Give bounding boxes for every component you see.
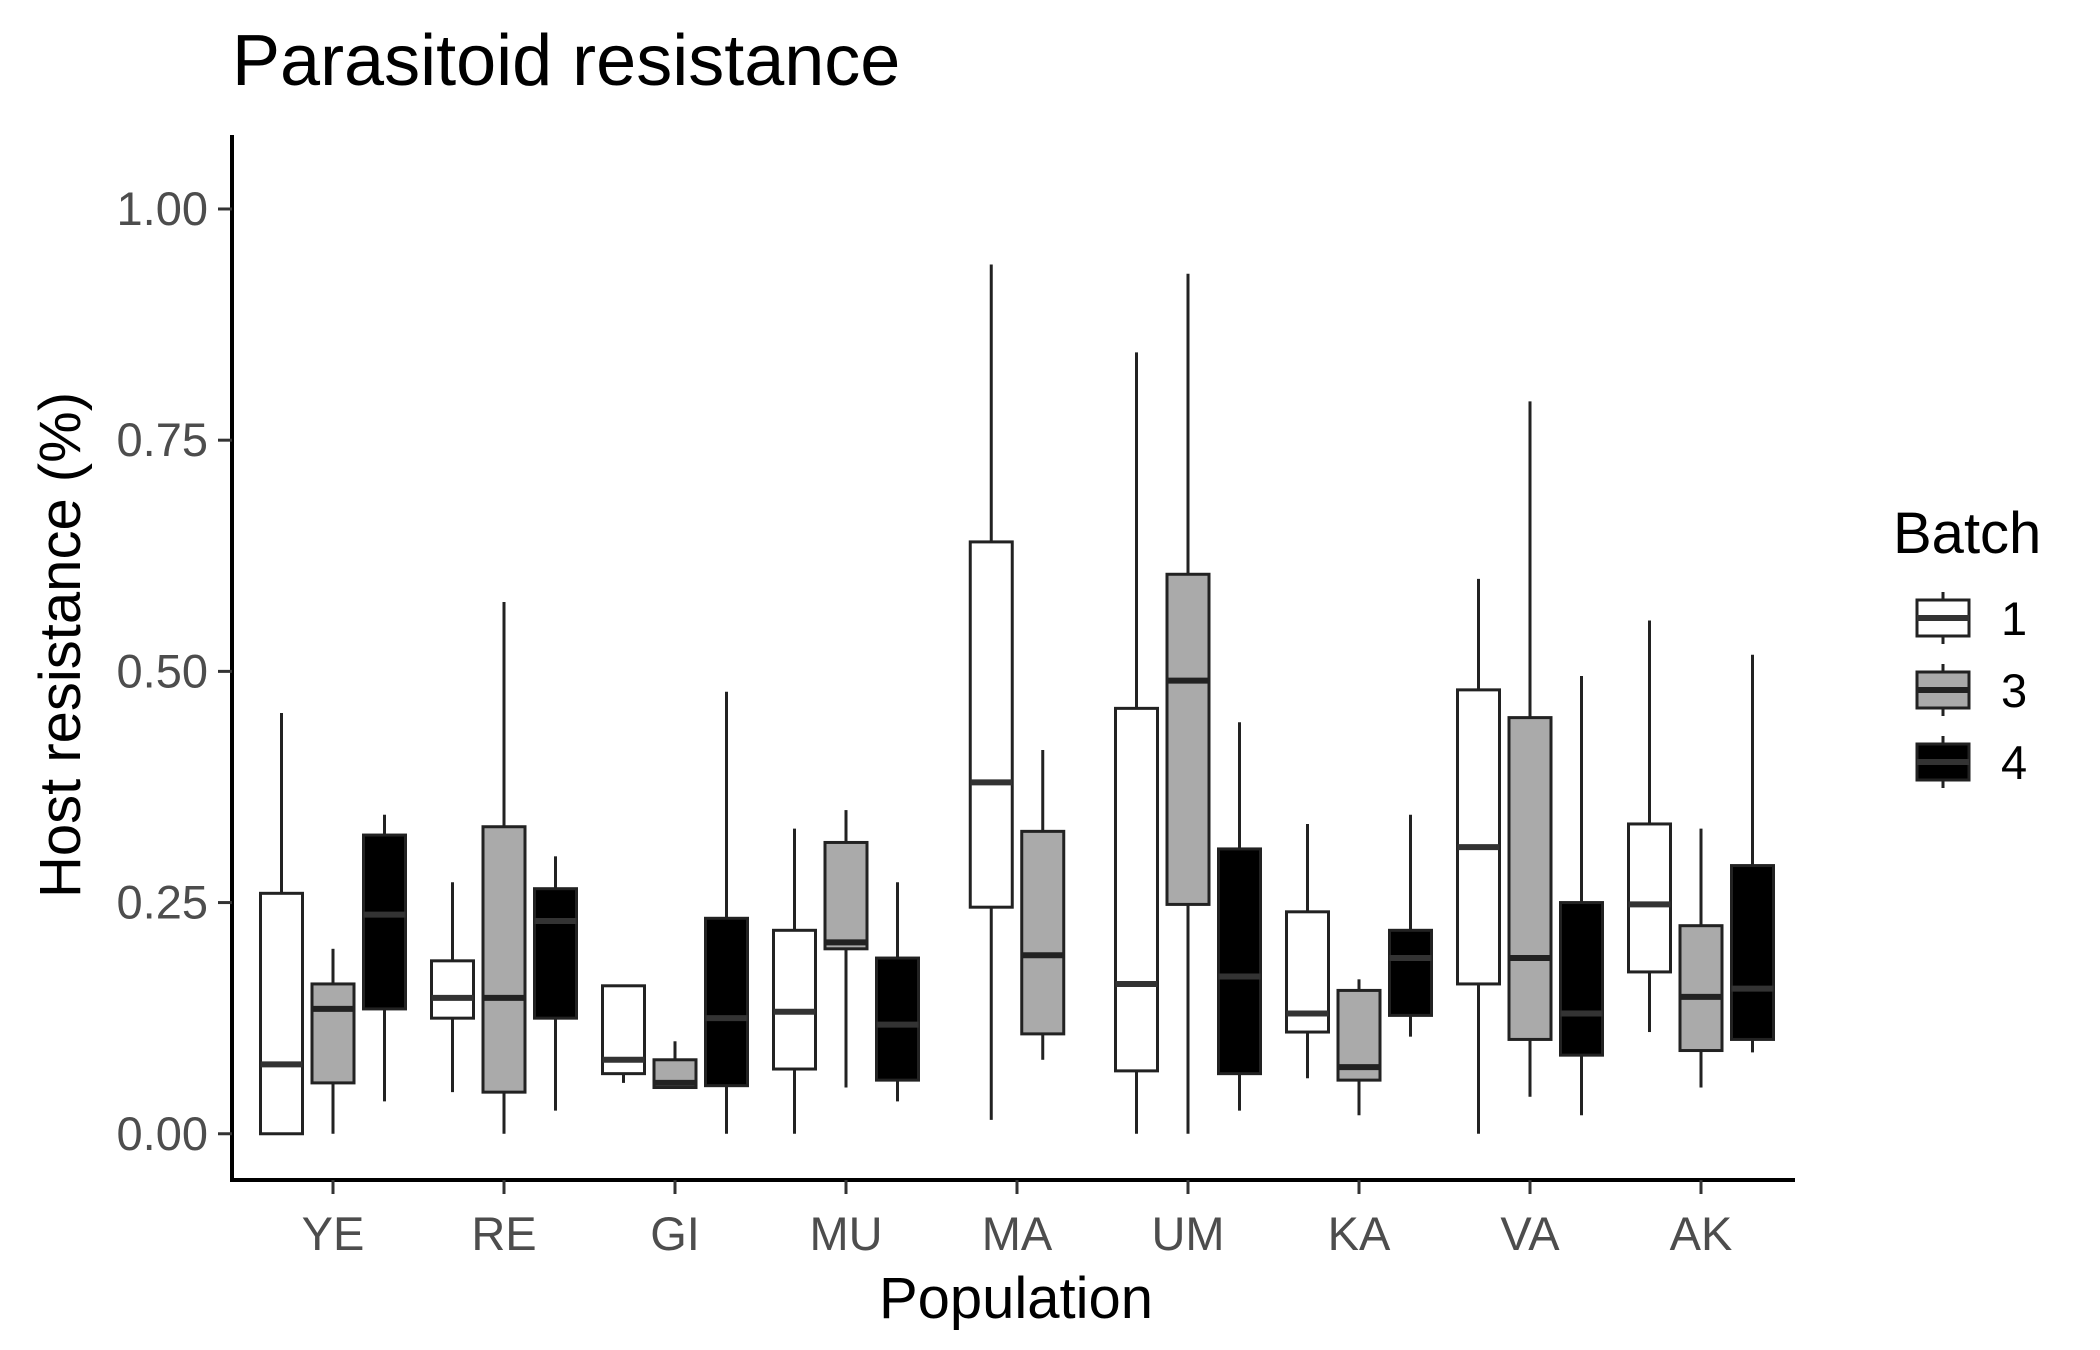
box-body — [968, 540, 1014, 909]
box-body — [481, 825, 527, 1094]
box-YE-batch-4 — [362, 814, 407, 1102]
box-body — [772, 928, 817, 1071]
box-KA-batch-3 — [1336, 979, 1382, 1116]
box-VA-batch-4 — [1559, 675, 1604, 1116]
box-AK-batch-1 — [1627, 620, 1672, 1033]
box-body — [430, 959, 475, 1020]
y-tick-label: 1.00 — [117, 182, 208, 235]
box-body — [310, 982, 356, 1085]
box-MA-batch-1 — [968, 264, 1014, 1120]
legend-item-batch-1: 1 — [1915, 592, 2027, 645]
box-UM-batch-4 — [1217, 722, 1262, 1111]
x-tick-label: AK — [1670, 1207, 1733, 1260]
box-YE-batch-1 — [259, 712, 304, 1136]
box-body — [362, 833, 407, 1011]
x-axis-title: Population — [879, 1266, 1153, 1331]
y-tick-label: 0.00 — [117, 1107, 208, 1160]
x-tick-label: UM — [1151, 1207, 1224, 1260]
box-body — [1627, 822, 1672, 974]
x-tick-label: RE — [471, 1207, 536, 1260]
box-body — [259, 891, 304, 1136]
x-tick-label: GI — [650, 1207, 700, 1260]
chart-title: Parasitoid resistance — [232, 21, 900, 101]
x-tick-label: MU — [809, 1207, 882, 1260]
box-MU-batch-1 — [772, 828, 817, 1134]
box-body — [1114, 706, 1159, 1073]
box-KA-batch-1 — [1285, 823, 1330, 1079]
box-body — [1507, 716, 1553, 1041]
box-body — [1456, 688, 1501, 986]
box-body — [1730, 864, 1775, 1041]
box-AK-batch-4 — [1730, 654, 1775, 1053]
box-RE-batch-3 — [481, 602, 527, 1134]
box-body — [1388, 928, 1433, 1017]
box-GI-batch-3 — [652, 1041, 698, 1090]
plot-area: 0.00 0.25 0.50 0.75 1.00 YE RE GI MU MA UM KA VA AK — [117, 135, 1795, 1260]
x-tick-label: KA — [1328, 1207, 1391, 1260]
box-body — [1165, 572, 1211, 906]
x-tick-label: MA — [982, 1207, 1053, 1260]
box-MU-batch-4 — [875, 882, 920, 1102]
legend-label: 3 — [2001, 664, 2027, 717]
y-tick-label: 0.50 — [117, 644, 208, 697]
y-tick-label: 0.75 — [117, 413, 208, 466]
box-body — [875, 956, 920, 1082]
box-KA-batch-4 — [1388, 814, 1433, 1037]
box-UM-batch-3 — [1165, 273, 1211, 1134]
legend-item-batch-4: 4 — [1915, 736, 2027, 789]
box-RE-batch-1 — [430, 882, 475, 1093]
box-RE-batch-4 — [533, 856, 578, 1111]
legend-label: 1 — [2001, 592, 2027, 645]
x-tick-label: VA — [1500, 1207, 1560, 1260]
box-body — [1559, 901, 1604, 1057]
box-VA-batch-1 — [1456, 578, 1501, 1134]
x-tick-label: YE — [302, 1207, 365, 1260]
legend: Batch 1 3 4 — [1893, 501, 2041, 789]
box-GI-batch-4 — [704, 691, 749, 1134]
box-GI-batch-1 — [601, 984, 646, 1083]
box-AK-batch-3 — [1678, 828, 1724, 1088]
box-MU-batch-3 — [823, 810, 869, 1088]
legend-title: Batch — [1893, 501, 2041, 566]
box-body — [823, 840, 869, 951]
legend-item-batch-3: 3 — [1915, 664, 2027, 717]
box-body — [1217, 847, 1262, 1076]
box-body — [1678, 924, 1724, 1053]
y-tick-label: 0.25 — [117, 876, 208, 929]
box-VA-batch-3 — [1507, 401, 1553, 1097]
box-body — [533, 887, 578, 1020]
box-body — [704, 916, 749, 1088]
box-MA-batch-3 — [1020, 749, 1066, 1060]
box-UM-batch-1 — [1114, 352, 1159, 1134]
box-body — [1020, 829, 1066, 1036]
box-YE-batch-3 — [310, 948, 356, 1134]
y-axis-title: Host resistance (%) — [28, 392, 93, 898]
legend-label: 4 — [2001, 736, 2027, 789]
